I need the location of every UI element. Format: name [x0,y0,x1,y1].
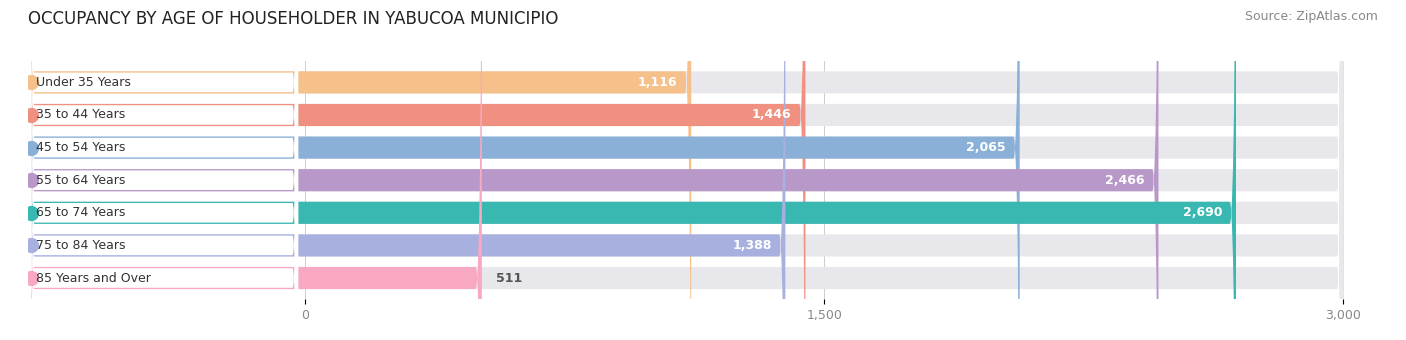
FancyBboxPatch shape [28,0,786,340]
FancyBboxPatch shape [28,0,1343,340]
FancyBboxPatch shape [28,0,482,340]
FancyBboxPatch shape [28,0,1343,340]
FancyBboxPatch shape [28,0,298,340]
Text: 2,466: 2,466 [1105,174,1144,187]
Text: Source: ZipAtlas.com: Source: ZipAtlas.com [1244,10,1378,23]
FancyBboxPatch shape [28,0,298,340]
FancyBboxPatch shape [28,0,1343,340]
Text: 1,446: 1,446 [752,108,792,121]
Text: 1,116: 1,116 [638,76,678,89]
FancyBboxPatch shape [28,0,1343,340]
FancyBboxPatch shape [28,0,298,340]
FancyBboxPatch shape [28,0,1159,340]
Text: 85 Years and Over: 85 Years and Over [35,272,150,285]
FancyBboxPatch shape [28,0,1343,340]
FancyBboxPatch shape [28,0,298,340]
Text: 1,388: 1,388 [733,239,772,252]
FancyBboxPatch shape [28,0,1019,340]
Text: 75 to 84 Years: 75 to 84 Years [35,239,125,252]
Text: 2,690: 2,690 [1182,206,1222,219]
Text: 35 to 44 Years: 35 to 44 Years [35,108,125,121]
FancyBboxPatch shape [28,0,298,340]
FancyBboxPatch shape [28,0,806,340]
FancyBboxPatch shape [28,0,1343,340]
Text: Under 35 Years: Under 35 Years [35,76,131,89]
FancyBboxPatch shape [28,0,298,340]
Text: 2,065: 2,065 [966,141,1005,154]
Text: 511: 511 [496,272,522,285]
FancyBboxPatch shape [28,0,1343,340]
Text: 45 to 54 Years: 45 to 54 Years [35,141,125,154]
FancyBboxPatch shape [28,0,692,340]
FancyBboxPatch shape [28,0,1236,340]
Text: 65 to 74 Years: 65 to 74 Years [35,206,125,219]
Text: 55 to 64 Years: 55 to 64 Years [35,174,125,187]
Text: OCCUPANCY BY AGE OF HOUSEHOLDER IN YABUCOA MUNICIPIO: OCCUPANCY BY AGE OF HOUSEHOLDER IN YABUC… [28,10,558,28]
FancyBboxPatch shape [28,0,298,340]
